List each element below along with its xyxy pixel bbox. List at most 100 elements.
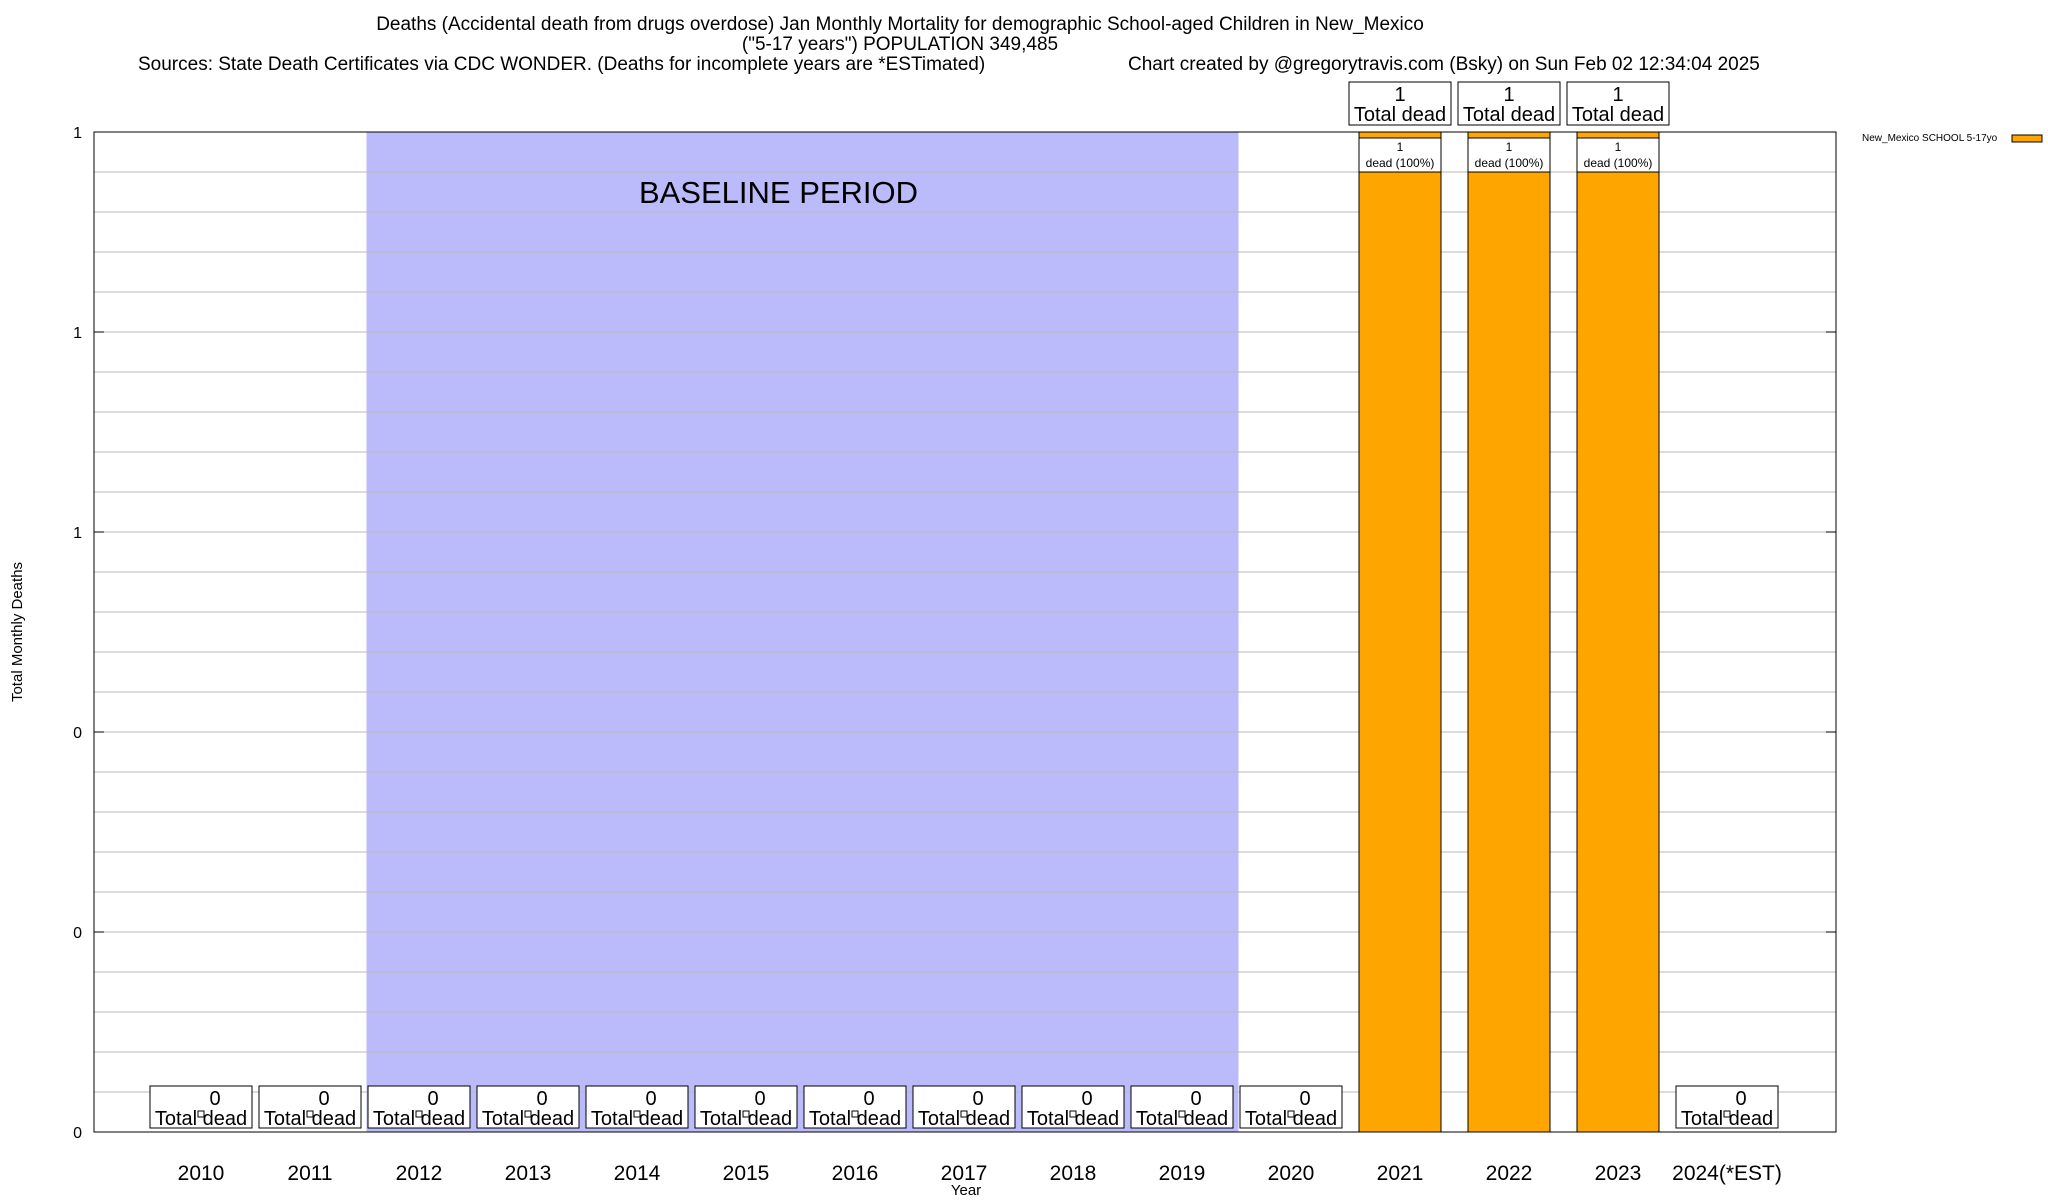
x-tick-label: 2021	[1377, 1162, 1424, 1185]
segment-label-box	[1467, 137, 1551, 173]
total-label-value: 0	[427, 1088, 438, 1110]
x-tick-label: 2014	[614, 1162, 661, 1185]
total-label-text: Total dead	[1136, 1108, 1228, 1130]
x-tick-label: 2022	[1486, 1162, 1533, 1185]
total-label-box	[149, 1085, 253, 1129]
y-axis-label: Total Monthly Deaths	[9, 562, 26, 702]
segment-label-box	[1358, 137, 1442, 173]
x-tick-label: 2024(*EST)	[1672, 1162, 1782, 1185]
zero-bar-marker	[1069, 1110, 1077, 1118]
x-tick-label: 2011	[287, 1162, 332, 1185]
x-tick-label: 2016	[832, 1162, 879, 1185]
total-label-box	[1021, 1085, 1125, 1129]
x-tick-label: 2019	[1159, 1162, 1206, 1185]
bar	[1467, 131, 1551, 1133]
bar	[1358, 131, 1442, 1133]
total-label-box	[694, 1085, 798, 1129]
total-label-box	[1239, 1085, 1343, 1129]
x-tick-label: 2013	[505, 1162, 552, 1185]
x-tick-label: 2018	[1050, 1162, 1097, 1185]
total-label-value: 1	[1394, 84, 1405, 106]
y-tick-label: 0	[73, 925, 82, 942]
y-tick-label: 0	[73, 1125, 82, 1142]
zero-bar-marker	[1723, 1110, 1731, 1118]
total-label-text: Total dead	[482, 1108, 574, 1130]
zero-bar-marker	[742, 1110, 750, 1118]
x-axis-label: Year	[951, 1182, 981, 1199]
legend-swatch	[2011, 134, 2043, 143]
zero-bar-marker	[1178, 1110, 1186, 1118]
chart-title-line1: Deaths (Accidental death from drugs over…	[376, 14, 1424, 35]
total-label-value: 0	[1299, 1088, 1310, 1110]
total-label-value: 0	[972, 1088, 983, 1110]
zero-bar-marker	[524, 1110, 532, 1118]
zero-bar-marker	[633, 1110, 641, 1118]
legend-label: New_Mexico SCHOOL 5-17yo	[1862, 133, 1998, 144]
total-label-text: Total dead	[1572, 104, 1664, 126]
total-label-value: 0	[1735, 1088, 1746, 1110]
bar	[1576, 131, 1660, 1133]
total-label-value: 0	[1190, 1088, 1201, 1110]
total-label-value: 0	[754, 1088, 765, 1110]
chart-credit: Chart created by @gregorytravis.com (Bsk…	[1128, 54, 1760, 75]
y-tick-label: 1	[73, 525, 82, 542]
x-tick-label: 2012	[396, 1162, 443, 1185]
total-label-box	[1457, 81, 1561, 126]
total-label-value: 0	[209, 1088, 220, 1110]
chart-sources: Sources: State Death Certificates via CD…	[138, 54, 986, 75]
zero-bar-marker	[960, 1110, 968, 1118]
total-label-text: Total dead	[1681, 1108, 1773, 1130]
total-label-text: Total dead	[373, 1108, 465, 1130]
total-label-value: 0	[645, 1088, 656, 1110]
total-label-value: 0	[863, 1088, 874, 1110]
x-tick-label: 2010	[178, 1162, 225, 1185]
total-label-text: Total dead	[918, 1108, 1010, 1130]
zero-bar-marker	[851, 1110, 859, 1118]
y-tick-label: 1	[73, 325, 82, 342]
total-label-text: Total dead	[1027, 1108, 1119, 1130]
total-label-box	[912, 1085, 1016, 1129]
total-label-text: Total dead	[1245, 1108, 1337, 1130]
total-label-text: Total dead	[155, 1108, 247, 1130]
total-label-box	[1566, 81, 1670, 126]
segment-label-count: 1	[1397, 140, 1404, 154]
zero-bar-marker	[1287, 1110, 1295, 1118]
total-label-text: Total dead	[591, 1108, 683, 1130]
x-tick-label: 2017	[941, 1162, 988, 1185]
total-label-text: Total dead	[1354, 104, 1446, 126]
total-label-box	[1675, 1085, 1779, 1129]
total-label-text: Total dead	[1463, 104, 1555, 126]
total-label-box	[1130, 1085, 1234, 1129]
total-label-text: Total dead	[264, 1108, 356, 1130]
y-tick-label: 1	[73, 125, 82, 142]
total-label-box	[258, 1085, 362, 1129]
y-tick-label: 0	[73, 725, 82, 742]
total-label-box	[367, 1085, 471, 1129]
total-label-value: 0	[1081, 1088, 1092, 1110]
x-tick-label: 2020	[1268, 1162, 1315, 1185]
segment-label-pct: dead (100%)	[1366, 156, 1435, 170]
chart-title-line2: ("5-17 years") POPULATION 349,485	[741, 34, 1059, 55]
baseline-label: BASELINE PERIOD	[639, 175, 918, 210]
total-label-value: 1	[1503, 84, 1514, 106]
total-label-box	[476, 1085, 580, 1129]
total-label-text: Total dead	[809, 1108, 901, 1130]
total-label-box	[585, 1085, 689, 1129]
segment-label-pct: dead (100%)	[1584, 156, 1653, 170]
baseline-shading	[366, 132, 1239, 1132]
segment-label-box	[1576, 137, 1660, 173]
total-label-value: 0	[536, 1088, 547, 1110]
total-label-box	[803, 1085, 907, 1129]
segment-label-pct: dead (100%)	[1475, 156, 1544, 170]
segment-label-count: 1	[1506, 140, 1513, 154]
total-label-value: 1	[1612, 84, 1623, 106]
zero-bar-marker	[306, 1110, 314, 1118]
zero-bar-marker	[197, 1110, 205, 1118]
plot-frame	[93, 131, 1837, 1133]
zero-bar-marker	[415, 1110, 423, 1118]
total-label-box	[1348, 81, 1452, 126]
x-tick-label: 2015	[723, 1162, 770, 1185]
segment-label-count: 1	[1615, 140, 1622, 154]
total-label-text: Total dead	[700, 1108, 792, 1130]
